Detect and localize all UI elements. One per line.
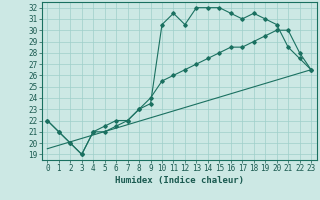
X-axis label: Humidex (Indice chaleur): Humidex (Indice chaleur) xyxy=(115,176,244,185)
